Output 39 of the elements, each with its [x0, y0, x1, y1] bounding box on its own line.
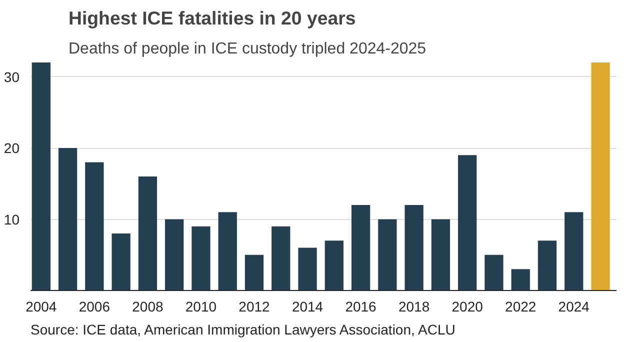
bar: [138, 176, 158, 290]
bar: [484, 254, 504, 290]
x-tick-label: 2024: [558, 298, 590, 314]
bar: [538, 240, 557, 290]
bar: [58, 148, 78, 290]
x-tick-label: 2004: [26, 298, 57, 314]
bar: [165, 219, 184, 290]
x-tick-label: 2008: [132, 298, 164, 314]
y-tick-label: 20: [4, 140, 20, 156]
y-tick-label: 10: [4, 211, 20, 228]
bar: [218, 212, 237, 290]
bar: [378, 219, 397, 290]
bar: [272, 226, 290, 290]
bar: [404, 205, 424, 290]
x-tick-label: 2010: [185, 298, 217, 314]
bar: [458, 155, 477, 290]
x-tick-label: 2018: [398, 298, 430, 314]
bar: [591, 62, 610, 290]
bar: [298, 248, 317, 290]
chart-subtitle: Deaths of people in ICE custody tripled 2024-2025: [68, 40, 426, 58]
bar: [511, 269, 530, 290]
bar: [564, 212, 584, 290]
chart-title: Highest ICE fatalities in 20 years: [68, 8, 356, 28]
x-tick-label: 2016: [345, 298, 377, 314]
bar: [324, 240, 344, 290]
bar: [192, 226, 210, 290]
x-tick-label: 2022: [505, 298, 536, 314]
x-tick-label: 2012: [238, 298, 270, 314]
x-tick-label: 2020: [452, 298, 484, 314]
bar: [244, 254, 264, 290]
source-note: Source: ICE data, American Immigration Lawyers Association, ACLU: [30, 322, 456, 338]
bar: [32, 62, 50, 290]
y-tick-label: 30: [4, 68, 20, 85]
bar: [351, 205, 370, 290]
bar: [85, 162, 104, 290]
x-tick-label: 2006: [78, 298, 110, 314]
bar: [112, 234, 130, 290]
bar: [431, 219, 450, 290]
x-tick-label: 2014: [292, 298, 324, 314]
